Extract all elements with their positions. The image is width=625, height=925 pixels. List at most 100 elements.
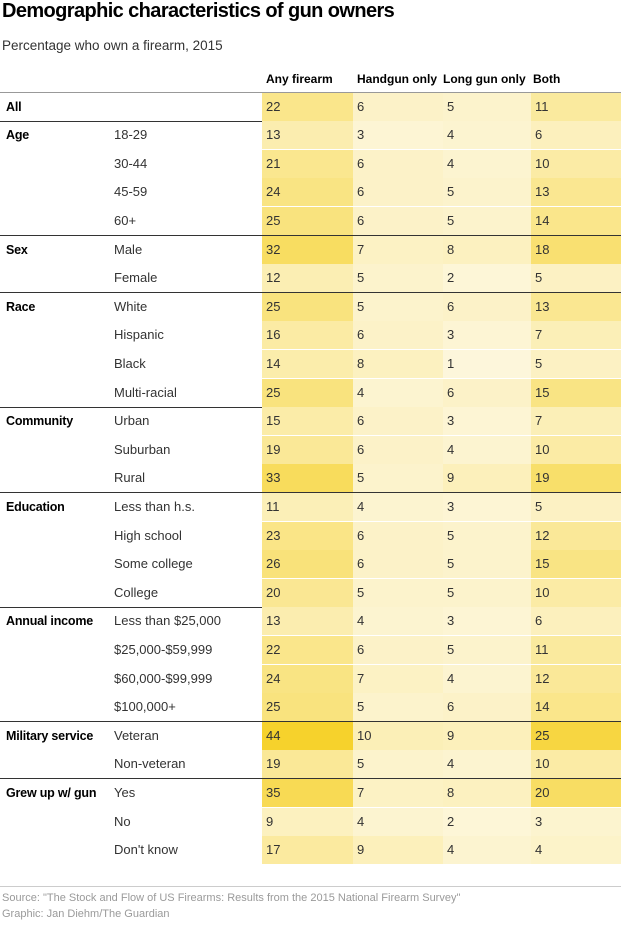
category-label-age: Age <box>6 128 30 142</box>
value-cell-long-gun-only: 4 <box>443 665 531 693</box>
value-cell-long-gun-only: 4 <box>443 836 531 864</box>
value-cell-any-firearm: 12 <box>262 264 353 292</box>
row-label: Male <box>114 242 143 257</box>
value-cell-long-gun-only: 8 <box>443 236 531 264</box>
row-label: $100,000+ <box>114 699 176 714</box>
value-cell-long-gun-only: 6 <box>443 379 531 407</box>
value-cell-both: 6 <box>531 121 621 149</box>
value-cell-handgun-only: 4 <box>353 808 443 836</box>
value-cell-any-firearm: 35 <box>262 779 353 807</box>
value-cell-both: 11 <box>531 93 621 121</box>
value-cell-any-firearm: 24 <box>262 665 353 693</box>
value-cell-any-firearm: 33 <box>262 464 353 492</box>
value-cell-any-firearm: 25 <box>262 693 353 721</box>
row-label: Some college <box>114 556 193 571</box>
value-cell-both: 10 <box>531 150 621 178</box>
value-cell-handgun-only: 4 <box>353 379 443 407</box>
value-cell-long-gun-only: 4 <box>443 121 531 149</box>
value-cell-handgun-only: 6 <box>353 436 443 464</box>
value-cell-handgun-only: 8 <box>353 350 443 378</box>
value-cell-both: 3 <box>531 808 621 836</box>
column-header-any-firearm: Any firearm <box>266 72 333 86</box>
column-header-long-gun-only: Long gun only <box>443 72 526 86</box>
value-cell-handgun-only: 5 <box>353 293 443 321</box>
value-cell-long-gun-only: 4 <box>443 436 531 464</box>
row-label: 45-59 <box>114 184 148 199</box>
value-cell-any-firearm: 20 <box>262 579 353 607</box>
row-label: 30-44 <box>114 156 148 171</box>
value-cell-both: 20 <box>531 779 621 807</box>
value-cell-long-gun-only: 5 <box>443 579 531 607</box>
chart-subtitle: Percentage who own a firearm, 2015 <box>2 38 223 53</box>
row-label: Suburban <box>114 442 171 457</box>
value-cell-both: 10 <box>531 579 621 607</box>
value-cell-long-gun-only: 5 <box>443 207 531 235</box>
value-cell-any-firearm: 17 <box>262 836 353 864</box>
value-cell-any-firearm: 32 <box>262 236 353 264</box>
value-cell-long-gun-only: 6 <box>443 293 531 321</box>
value-cell-handgun-only: 6 <box>353 207 443 235</box>
row-label: Don't know <box>114 842 178 857</box>
value-cell-both: 19 <box>531 464 621 492</box>
category-label-grew-up-w-gun: Grew up w/ gun <box>6 786 97 800</box>
footer-divider <box>0 886 621 887</box>
column-header-handgun-only: Handgun only <box>357 72 437 86</box>
row-label: Rural <box>114 470 146 485</box>
value-cell-handgun-only: 6 <box>353 150 443 178</box>
value-cell-long-gun-only: 5 <box>443 550 531 578</box>
value-cell-long-gun-only: 5 <box>443 636 531 664</box>
value-cell-both: 7 <box>531 407 621 435</box>
value-cell-both: 10 <box>531 436 621 464</box>
value-cell-any-firearm: 23 <box>262 522 353 550</box>
row-label: Multi-racial <box>114 385 177 400</box>
value-cell-both: 5 <box>531 493 621 521</box>
row-label: Non-veteran <box>114 756 186 771</box>
row-label: Black <box>114 356 146 371</box>
value-cell-any-firearm: 25 <box>262 207 353 235</box>
value-cell-handgun-only: 5 <box>353 693 443 721</box>
value-cell-handgun-only: 10 <box>353 722 443 750</box>
value-cell-long-gun-only: 1 <box>443 350 531 378</box>
value-cell-any-firearm: 14 <box>262 350 353 378</box>
row-label: White <box>114 299 148 314</box>
row-label: Hispanic <box>114 327 164 342</box>
value-cell-handgun-only: 6 <box>353 178 443 206</box>
value-cell-handgun-only: 3 <box>353 121 443 149</box>
value-cell-long-gun-only: 9 <box>443 722 531 750</box>
column-header-both: Both <box>533 72 561 86</box>
value-cell-both: 14 <box>531 207 621 235</box>
value-cell-any-firearm: 11 <box>262 493 353 521</box>
value-cell-long-gun-only: 5 <box>443 93 531 121</box>
value-cell-handgun-only: 5 <box>353 750 443 778</box>
value-cell-handgun-only: 5 <box>353 579 443 607</box>
value-cell-long-gun-only: 6 <box>443 693 531 721</box>
category-label-all: All <box>6 100 22 114</box>
graphic-credit: Graphic: Jan Diehm/The Guardian <box>2 908 170 920</box>
value-cell-long-gun-only: 5 <box>443 178 531 206</box>
chart-title: Demographic characteristics of gun owner… <box>2 0 395 22</box>
row-label: 60+ <box>114 213 137 228</box>
value-cell-any-firearm: 9 <box>262 808 353 836</box>
group-divider <box>0 778 621 779</box>
category-label-sex: Sex <box>6 243 28 257</box>
value-cell-long-gun-only: 3 <box>443 493 531 521</box>
value-cell-any-firearm: 24 <box>262 178 353 206</box>
value-cell-handgun-only: 6 <box>353 407 443 435</box>
value-cell-both: 5 <box>531 350 621 378</box>
value-cell-any-firearm: 22 <box>262 93 353 121</box>
value-cell-handgun-only: 7 <box>353 779 443 807</box>
value-cell-long-gun-only: 4 <box>443 750 531 778</box>
value-cell-both: 18 <box>531 236 621 264</box>
row-label: Urban <box>114 413 150 428</box>
value-cell-handgun-only: 6 <box>353 550 443 578</box>
value-cell-both: 13 <box>531 178 621 206</box>
value-cell-long-gun-only: 3 <box>443 321 531 349</box>
value-cell-any-firearm: 19 <box>262 750 353 778</box>
category-label-community: Community <box>6 414 73 428</box>
value-cell-any-firearm: 22 <box>262 636 353 664</box>
value-cell-handgun-only: 5 <box>353 464 443 492</box>
value-cell-handgun-only: 6 <box>353 93 443 121</box>
row-label: Female <box>114 270 158 285</box>
value-cell-both: 14 <box>531 693 621 721</box>
